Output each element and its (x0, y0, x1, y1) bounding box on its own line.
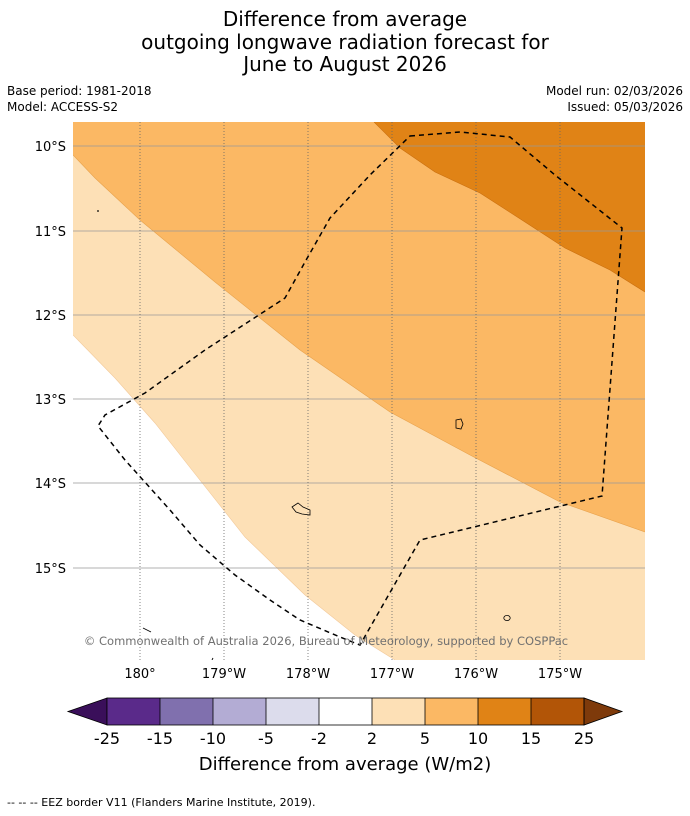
colorbar-bin-1 (107, 698, 160, 725)
lat-label: 11°S (35, 225, 66, 240)
colorbar-label: Difference from average (W/m2) (199, 754, 491, 775)
island-main (291, 502, 311, 516)
colorbar-bin-7 (425, 698, 478, 725)
lon-label: 175°W (538, 667, 582, 682)
colorbar-bin-3 (213, 698, 266, 725)
lon-label: 176°W (454, 667, 498, 682)
lat-label: 10°S (35, 140, 66, 155)
eez-legend-text: -- -- -- EEZ border V11 (Flanders Marine… (7, 796, 316, 809)
meta-left: Base period: 1981-2018 Model: ACCESS-S2 (7, 83, 152, 115)
copyright-text: © Commonwealth of Australia 2026, Bureau… (84, 634, 568, 648)
colorbar-bin-4 (266, 698, 319, 725)
meta-right: Model run: 02/03/2026 Issued: 05/03/2026 (546, 83, 683, 115)
title-line-2: outgoing longwave radiation forecast for (141, 29, 549, 54)
colorbar-bin-5 (319, 698, 372, 725)
lat-label: 12°S (35, 309, 66, 324)
colorbar-tick: -10 (200, 729, 226, 748)
colorbar-bin-6 (372, 698, 425, 725)
colorbar-tick: -5 (258, 729, 274, 748)
colorbar-bin-8 (478, 698, 531, 725)
lat-label: 15°S (35, 562, 66, 577)
lon-label: 180° (124, 667, 155, 682)
colorbar-above-max-triangle (583, 697, 624, 726)
base-period-text: Base period: 1981-2018 (7, 84, 152, 98)
map-panel: © Commonwealth of Australia 2026, Bureau… (73, 122, 645, 660)
colorbar-tick: 2 (367, 729, 377, 748)
colorbar-tick: -2 (311, 729, 327, 748)
model-run-text: Model run: 02/03/2026 (545, 84, 683, 98)
model-text: Model: ACCESS-S2 (7, 100, 119, 114)
colorbar-tick: -25 (94, 729, 120, 748)
band-10-to-15 (374, 122, 645, 292)
colorbar-tick: 15 (521, 729, 541, 748)
latitude-labels: 10°S 11°S 12°S 13°S 14°S 15°S (35, 140, 66, 577)
lon-label: 178°W (286, 667, 330, 682)
lat-label: 13°S (35, 393, 66, 408)
lon-label: 179°W (202, 667, 246, 682)
colorbar-tick: 5 (420, 729, 430, 748)
island-south (503, 615, 511, 622)
colorbar-below-min-triangle (66, 697, 108, 726)
colorbar-bin-2 (160, 698, 213, 725)
island-dot-north (97, 210, 99, 212)
issued-text: Issued: 05/03/2026 (567, 100, 683, 114)
island-reef-southwest (142, 627, 152, 633)
map-title: Difference from average outgoing longwav… (0, 8, 690, 76)
colorbar-tick: -15 (147, 729, 173, 748)
lat-label: 14°S (35, 477, 66, 492)
band-5-to-10 (73, 122, 645, 532)
title-line-1: Difference from average (222, 7, 468, 31)
island-small (455, 418, 464, 430)
colorbar-tick: 10 (468, 729, 488, 748)
colorbar: -25 -15 -10 -5 -2 2 5 10 15 25 Differenc… (66, 697, 624, 775)
colorbar-tick: 25 (574, 729, 594, 748)
colorbar-tick-labels: -25 -15 -10 -5 -2 2 5 10 15 25 (94, 729, 594, 748)
latitude-gridlines (73, 145, 645, 569)
island-dot-south (211, 657, 214, 660)
title-line-3: June to August 2026 (243, 52, 447, 76)
longitude-labels: 180° 179°W 178°W 177°W 176°W 175°W (124, 667, 582, 682)
lon-label: 177°W (370, 667, 414, 682)
colorbar-bin-9 (531, 698, 584, 725)
